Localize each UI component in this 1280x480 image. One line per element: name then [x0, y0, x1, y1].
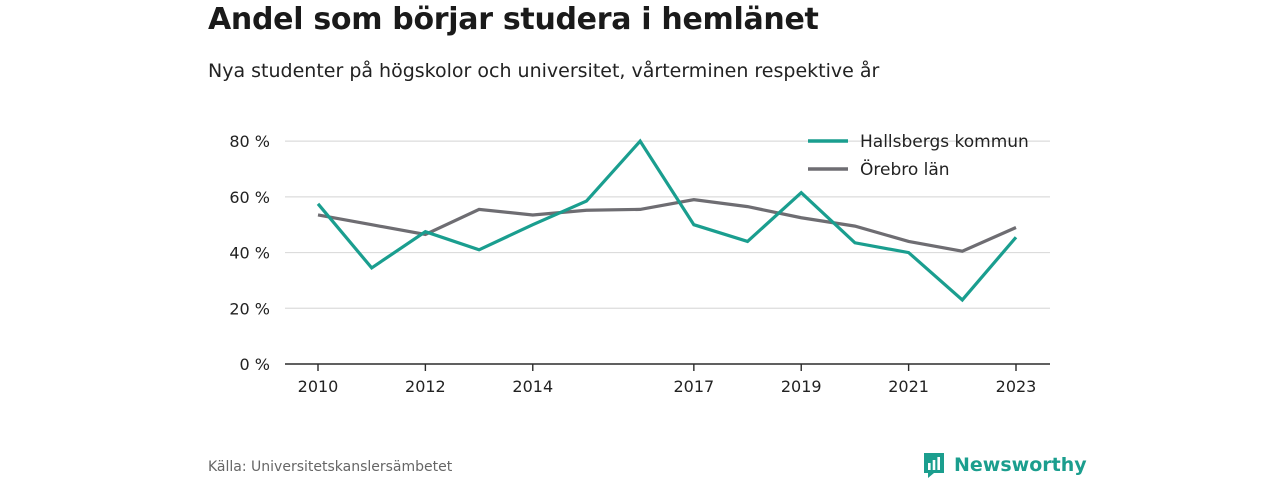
gridlines: [285, 140, 1050, 309]
brand-logo: Newsworthy: [922, 450, 1087, 480]
legend-label: Örebro län: [860, 158, 950, 180]
line-chart: 0 % 20 % 40 % 60 % 80 % 2010 2012 2014 2017 2019…: [229, 132, 1050, 396]
y-axis-ticks: 0 % 20 % 40 % 60 % 80 %: [229, 132, 270, 374]
series-line: [317, 198, 1017, 253]
series-lines: [316, 138, 1018, 303]
series-line: [316, 138, 1018, 303]
chart-title: Andel som börjar studera i hemlänet: [208, 2, 819, 37]
x-tick-label: 2019: [781, 377, 822, 396]
x-tick-label: 2014: [512, 377, 553, 396]
legend-label: Hallsbergs kommun: [860, 132, 1029, 152]
x-tick-label: 2021: [888, 377, 929, 396]
y-tick-label: 40 %: [229, 244, 270, 263]
chart-subtitle: Nya studenter på högskolor och universit…: [208, 60, 880, 82]
x-tick-label: 2023: [996, 377, 1037, 396]
source-note: Källa: Universitetskanslersämbetet: [208, 459, 453, 475]
y-tick-label: 20 %: [229, 299, 270, 318]
legend: Hallsbergs kommun Örebro län: [808, 132, 1029, 180]
y-tick-label: 60 %: [229, 188, 270, 207]
x-tick-label: 2017: [673, 377, 714, 396]
x-tick-label: 2010: [298, 377, 339, 396]
x-tick-label: 2012: [405, 377, 446, 396]
y-tick-label: 0 %: [240, 355, 270, 374]
y-tick-label: 80 %: [229, 132, 270, 151]
x-axis-ticks: 2010 2012 2014 2017 2019 2021 2023: [298, 364, 1037, 396]
brand-name: Newsworthy: [954, 454, 1087, 476]
newsworthy-logo-icon: [924, 453, 944, 478]
